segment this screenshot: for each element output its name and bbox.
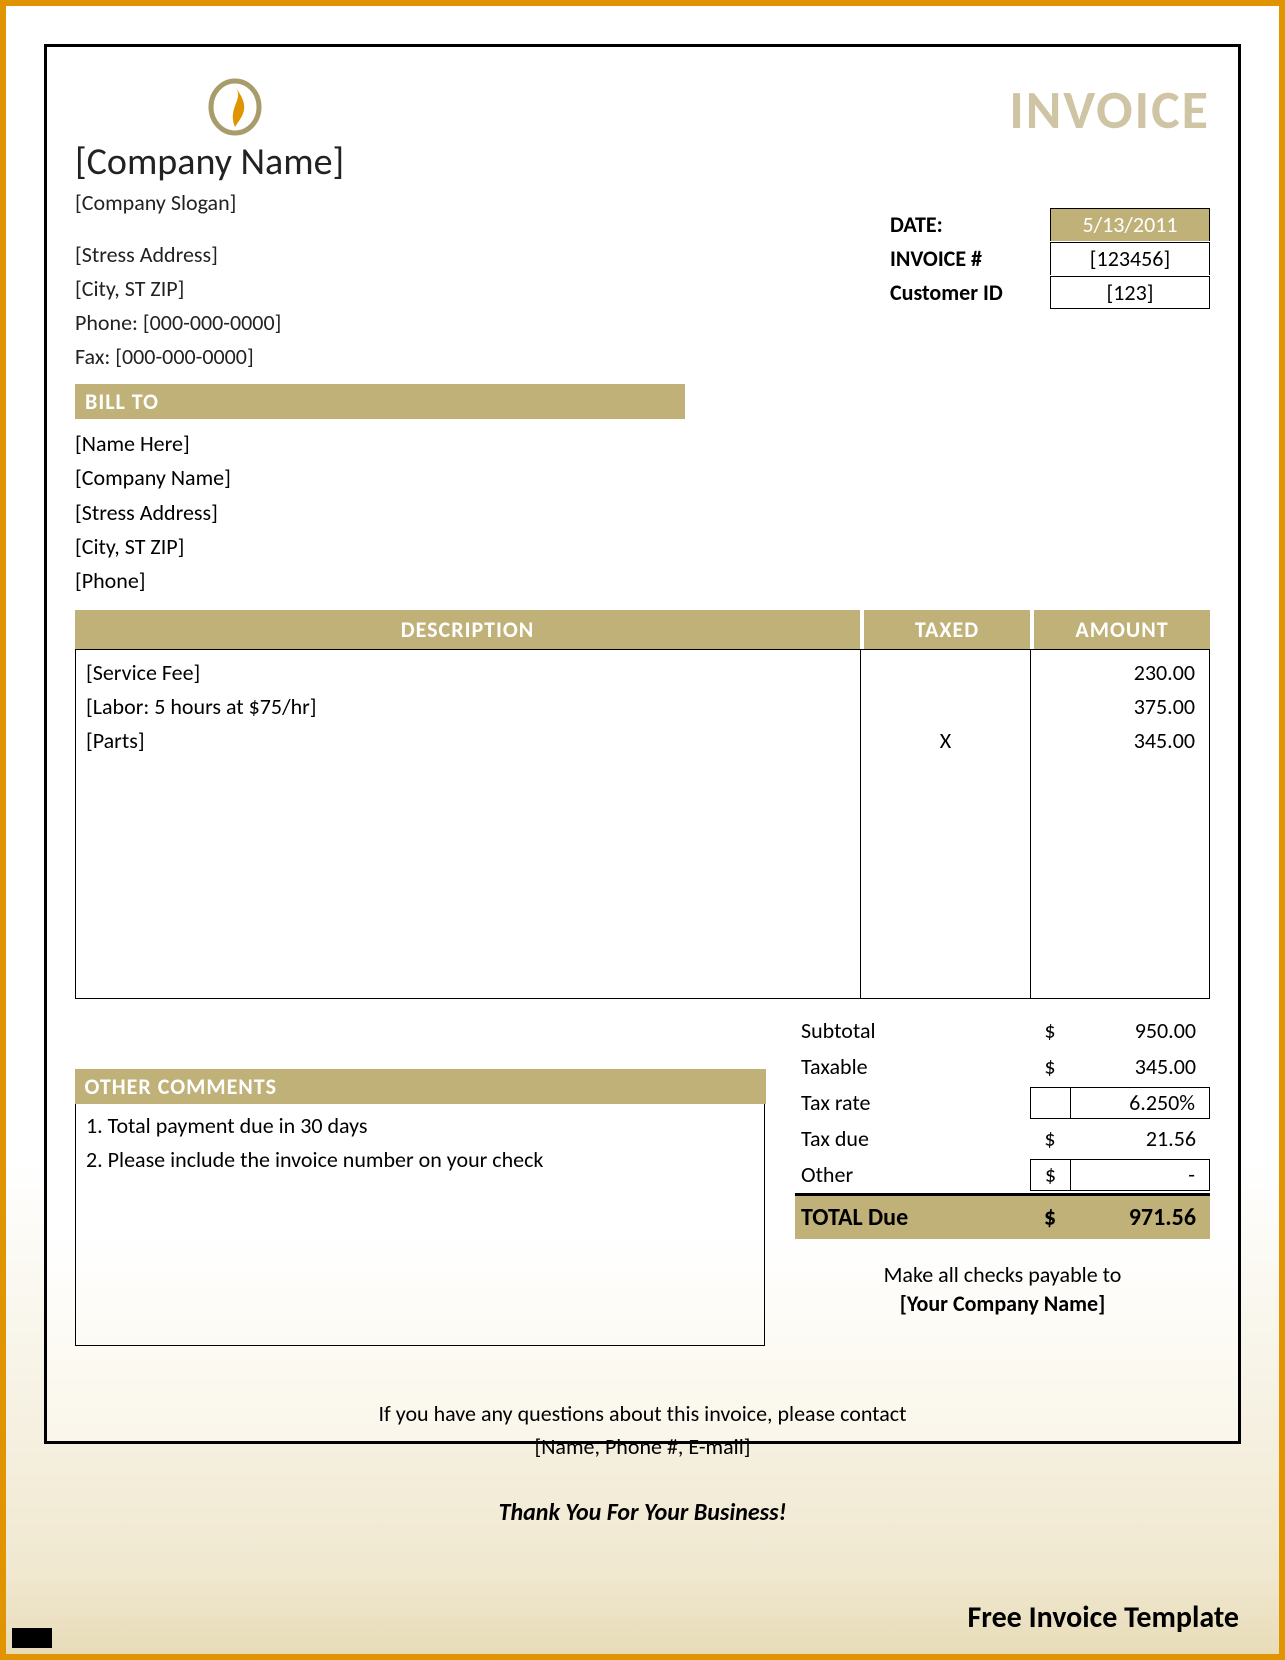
items-taxed-col: X X X	[860, 649, 1030, 999]
invoice-title: INVOICE	[1009, 77, 1210, 143]
taxrate-value: 6.250%	[1070, 1087, 1210, 1119]
taxable-label: Taxable	[795, 1053, 1030, 1080]
company-fax: Fax: [000-000-0000]	[75, 340, 1210, 374]
bill-to-city-zip: [City, ST ZIP]	[75, 530, 1210, 564]
meta-date-value: 5/13/2011	[1050, 208, 1210, 241]
currency: $	[1030, 1203, 1070, 1232]
subtotal-value: 950.00	[1070, 1017, 1210, 1044]
subtotal-label: Subtotal	[795, 1017, 1030, 1044]
company-logo-icon	[205, 77, 265, 137]
taxdue-label: Tax due	[795, 1125, 1030, 1152]
item-desc: [Parts]	[86, 724, 850, 758]
payable-line2: [Your Company Name]	[795, 1290, 1210, 1317]
bill-to-address: [Stress Address]	[75, 496, 1210, 530]
black-strip	[12, 1628, 52, 1648]
meta-invoice-value: [123456]	[1050, 242, 1210, 275]
company-phone: Phone: [000-000-0000]	[75, 306, 1210, 340]
totals-block: Subtotal $ 950.00 Taxable $ 345.00 Tax r…	[795, 1013, 1210, 1346]
total-label: TOTAL Due	[795, 1199, 1030, 1236]
taxable-value: 345.00	[1070, 1053, 1210, 1080]
currency: $	[1030, 1053, 1070, 1080]
thanks-line: Thank You For Your Business!	[75, 1498, 1210, 1527]
col-amount: AMOUNT	[1030, 610, 1210, 649]
item-taxed: X	[861, 724, 1030, 758]
bill-to-phone: [Phone]	[75, 564, 1210, 598]
questions-line: If you have any questions about this inv…	[75, 1400, 1210, 1427]
item-amount: 345.00	[1031, 724, 1195, 758]
invoice-meta: DATE: 5/13/2011 INVOICE # [123456] Custo…	[890, 207, 1210, 309]
meta-customer-label: Customer ID	[890, 279, 1050, 306]
item-amount: 375.00	[1031, 690, 1195, 724]
company-name: [Company Name]	[75, 139, 344, 185]
items-amount-col: 230.00 375.00 345.00	[1030, 649, 1210, 999]
payable-line1: Make all checks payable to	[795, 1261, 1210, 1288]
item-desc: [Service Fee]	[86, 656, 850, 690]
meta-date-label: DATE:	[890, 211, 1050, 238]
item-desc: [Labor: 5 hours at $75/hr]	[86, 690, 850, 724]
currency: $	[1030, 1125, 1070, 1152]
payable-block: Make all checks payable to [Your Company…	[795, 1261, 1210, 1317]
taxrate-spacer	[1030, 1087, 1070, 1119]
footer-label: Free Invoice Template	[967, 1599, 1239, 1636]
col-description: DESCRIPTION	[75, 610, 860, 649]
bill-to-name: [Name Here]	[75, 427, 1210, 461]
currency: $	[1030, 1017, 1070, 1044]
comment-line: 1. Total payment due in 30 days	[86, 1109, 754, 1143]
meta-customer-value: [123]	[1050, 276, 1210, 309]
col-taxed: TAXED	[860, 610, 1030, 649]
other-label: Other	[795, 1161, 1030, 1188]
items-table-header: DESCRIPTION TAXED AMOUNT	[75, 610, 1210, 649]
comment-line: 2. Please include the invoice number on …	[86, 1143, 754, 1177]
comments-header: OTHER COMMENTS	[75, 1069, 766, 1104]
currency: $	[1030, 1159, 1070, 1191]
other-value: -	[1070, 1159, 1210, 1191]
bill-to-header: BILL TO	[75, 384, 685, 419]
comments-box: OTHER COMMENTS 1. Total payment due in 3…	[75, 1071, 765, 1346]
taxdue-value: 21.56	[1070, 1125, 1210, 1152]
item-amount: 230.00	[1031, 656, 1195, 690]
taxrate-label: Tax rate	[795, 1089, 1030, 1116]
bill-to-company: [Company Name]	[75, 461, 1210, 495]
contact-line: [Name, Phone #, E-mail]	[75, 1433, 1210, 1460]
meta-invoice-label: INVOICE #	[890, 245, 1050, 272]
bill-to-block: [Name Here] [Company Name] [Stress Addre…	[75, 427, 1210, 597]
company-slogan: [Company Slogan]	[75, 189, 344, 216]
items-desc-col: [Service Fee] [Labor: 5 hours at $75/hr]…	[75, 649, 860, 999]
total-value: 971.56	[1070, 1203, 1210, 1232]
